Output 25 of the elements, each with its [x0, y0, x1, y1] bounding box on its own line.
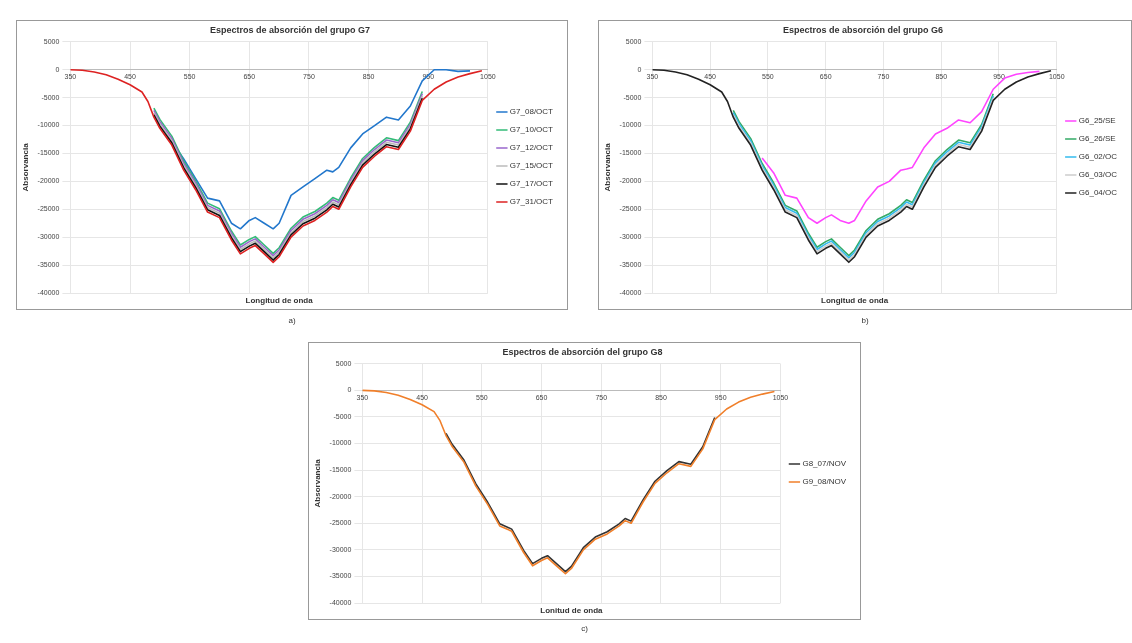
text: b) — [860, 316, 870, 325]
y-axis-title: Absorvancia — [603, 142, 612, 192]
legend-label: G7_31/OCT — [509, 197, 554, 207]
x-axis-title: Lonitud de onda — [540, 606, 604, 616]
legend-label: G6_02/OC — [1078, 152, 1118, 162]
x-axis-title: Longitud de onda — [245, 296, 314, 306]
legend-label: G7_15/OCT — [509, 161, 554, 171]
legend-label: G8_07/NOV — [802, 459, 847, 469]
legend-label: G9_08/NOV — [802, 477, 847, 487]
y-axis-title: Absorvancia — [21, 142, 30, 192]
legend-label: G6_03/OC — [1078, 170, 1118, 180]
legend-label: G7_12/OCT — [509, 143, 554, 153]
text: c) — [580, 624, 589, 633]
y-axis-title: Absorvancia — [313, 458, 322, 508]
legend-label: G7_08/OCT — [509, 107, 554, 117]
legend-label: G6_04/OC — [1078, 188, 1118, 198]
x-axis-title: Longitud de onda — [821, 296, 889, 306]
legend-label: G6_26/SE — [1078, 134, 1116, 144]
legend-label: G7_17/OCT — [509, 179, 554, 189]
legend-label: G7_10/OCT — [509, 125, 554, 135]
text: a) — [287, 316, 297, 325]
chart-title: Espectros de absorción del grupo G6 — [782, 24, 944, 35]
chart-title: Espectros de absorción del grupo G8 — [502, 346, 663, 357]
chart-title: Espectros de absorción del grupo G7 — [209, 24, 371, 35]
legend-label: G6_25/SE — [1078, 116, 1116, 126]
